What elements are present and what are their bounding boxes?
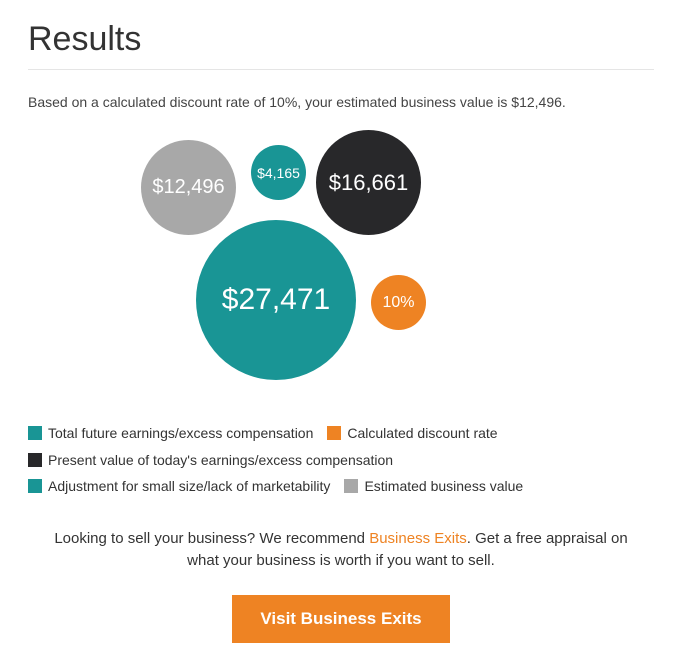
bubble-discount-rate: 10% xyxy=(371,275,426,330)
visit-business-exits-button[interactable]: Visit Business Exits xyxy=(232,595,449,643)
bubble-present-value: $16,661 xyxy=(316,130,421,235)
legend-item: Calculated discount rate xyxy=(327,420,497,447)
legend-item: Present value of today's earnings/excess… xyxy=(28,447,393,474)
bubble-chart: $12,496 $4,165$16,661$27,471 10% xyxy=(101,130,581,390)
legend-label: Estimated business value xyxy=(364,473,523,500)
legend-label: Total future earnings/excess compensatio… xyxy=(48,420,313,447)
bubble-adjustment: $4,165 xyxy=(251,145,306,200)
business-exits-link[interactable]: Business Exits xyxy=(369,530,467,547)
legend-swatch xyxy=(344,479,358,493)
chart-legend: Total future earnings/excess compensatio… xyxy=(28,420,654,500)
summary-text: Based on a calculated discount rate of 1… xyxy=(28,94,654,110)
legend-label: Calculated discount rate xyxy=(347,420,497,447)
bubble-future-earnings: $27,471 xyxy=(196,220,356,380)
legend-label: Adjustment for small size/lack of market… xyxy=(48,473,330,500)
legend-label: Present value of today's earnings/excess… xyxy=(48,447,393,474)
bubble-estimated-value: $12,496 xyxy=(141,140,236,235)
legend-item: Estimated business value xyxy=(344,473,523,500)
legend-item: Adjustment for small size/lack of market… xyxy=(28,473,330,500)
legend-swatch xyxy=(28,479,42,493)
cta-prefix: Looking to sell your business? We recomm… xyxy=(54,530,369,547)
legend-swatch xyxy=(327,426,341,440)
legend-swatch xyxy=(28,426,42,440)
cta-text: Looking to sell your business? We recomm… xyxy=(28,528,654,573)
legend-swatch xyxy=(28,453,42,467)
page-title: Results xyxy=(28,20,654,70)
legend-item: Total future earnings/excess compensatio… xyxy=(28,420,313,447)
